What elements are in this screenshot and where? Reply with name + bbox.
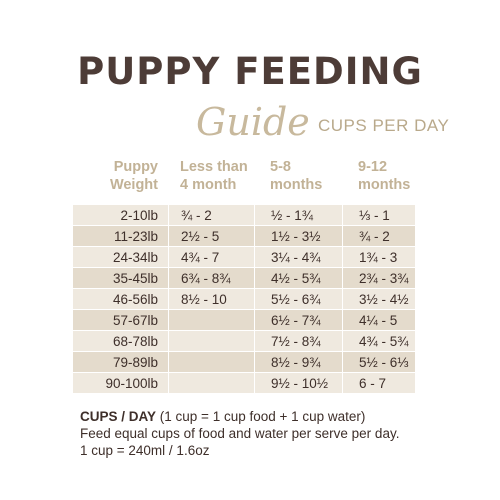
cell-9-12-months: 5½ - 6⅓ xyxy=(342,352,415,372)
cell-9-12-months: ¾ - 2 xyxy=(342,226,415,246)
cell-5-8-months: ½ - 1¾ xyxy=(254,205,342,225)
cell-5-8-months: 7½ - 8¾ xyxy=(254,331,342,351)
header-weight-line2: Weight xyxy=(109,177,158,193)
table-row: 79-89lb 8½ - 9¾ 5½ - 6⅓ xyxy=(73,352,415,373)
cell-5-8-months: 1½ - 3½ xyxy=(254,226,342,246)
cell-9-12-months: 4¼ - 5 xyxy=(342,310,415,330)
cell-9-12-months: 2¾ - 3¾ xyxy=(342,268,415,288)
cell-weight: 57-67lb xyxy=(112,313,158,328)
cup-definition: (1 cup = 1 cup food + 1 cup water) xyxy=(156,409,366,424)
cell-5-8-months: 6½ - 7¾ xyxy=(254,310,342,330)
header-weight: Puppy Weight xyxy=(73,158,168,198)
table-row: 57-67lb 6½ - 7¾ 4¼ - 5 xyxy=(73,310,415,331)
header-5-8-months: 5-8 months xyxy=(254,158,342,198)
cell-9-12-months: ⅓ - 1 xyxy=(342,205,415,225)
guide-script-text: Guide xyxy=(196,100,310,144)
cell-under-4-months xyxy=(168,352,254,372)
cell-under-4-months: 8½ - 10 xyxy=(168,289,254,309)
cell-under-4-months: 2½ - 5 xyxy=(168,226,254,246)
header-c1-line2: 4 month xyxy=(180,177,237,193)
table-row: 90-100lb 9½ - 10½ 6 - 7 xyxy=(73,373,415,394)
cell-under-4-months xyxy=(168,373,254,393)
cell-weight: 68-78lb xyxy=(112,334,158,349)
cell-weight: 46-56lb xyxy=(112,292,158,307)
header-9-12-months: 9-12 months xyxy=(342,158,415,198)
cell-weight: 90-100lb xyxy=(105,376,158,391)
table-row: 2-10lb ¾ - 2 ½ - 1¾ ⅓ - 1 xyxy=(73,205,415,226)
cell-weight: 2-10lb xyxy=(120,208,158,223)
cell-5-8-months: 5½ - 6¾ xyxy=(254,289,342,309)
cell-under-4-months xyxy=(168,310,254,330)
header-under-4-months: Less than 4 month xyxy=(168,158,254,198)
cell-weight: 79-89lb xyxy=(112,355,158,370)
feeding-table: Puppy Weight Less than 4 month 5-8 month… xyxy=(73,158,415,394)
cups-per-day-label: CUPS / DAY xyxy=(80,409,157,424)
cell-weight: 11-23lb xyxy=(113,229,158,244)
table-row: 11-23lb 2½ - 5 1½ - 3½ ¾ - 2 xyxy=(73,226,415,247)
cell-9-12-months: 3½ - 4½ xyxy=(342,289,415,309)
cell-5-8-months: 9½ - 10½ xyxy=(254,373,342,393)
header-c3-line1: 9-12 xyxy=(358,159,388,175)
table-row: 68-78lb 7½ - 8¾ 4¾ - 5¾ xyxy=(73,331,415,352)
header-c2-line1: 5-8 xyxy=(270,159,291,175)
header-weight-line1: Puppy xyxy=(113,159,158,175)
footer-line-1: CUPS / DAY (1 cup = 1 cup food + 1 cup w… xyxy=(80,408,480,425)
footer-notes: CUPS / DAY (1 cup = 1 cup food + 1 cup w… xyxy=(80,408,480,459)
cell-under-4-months: 4¾ - 7 xyxy=(168,247,254,267)
table-row: 24-34lb 4¾ - 7 3¼ - 4¾ 1¾ - 3 xyxy=(73,247,415,268)
cell-9-12-months: 6 - 7 xyxy=(342,373,415,393)
cell-weight: 35-45lb xyxy=(112,271,158,286)
footer-line-2: Feed equal cups of food and water per se… xyxy=(80,426,400,441)
header-c3-line2: months xyxy=(358,177,411,193)
table-header: Puppy Weight Less than 4 month 5-8 month… xyxy=(73,158,415,198)
cell-5-8-months: 8½ - 9¾ xyxy=(254,352,342,372)
header-c2-line2: months xyxy=(270,177,323,193)
cell-under-4-months xyxy=(168,331,254,351)
cell-under-4-months: ¾ - 2 xyxy=(168,205,254,225)
subtitle: Guide CUPS PER DAY xyxy=(0,100,500,144)
cell-9-12-months: 1¾ - 3 xyxy=(342,247,415,267)
table-body: 2-10lb ¾ - 2 ½ - 1¾ ⅓ - 1 11-23lb 2½ - 5… xyxy=(73,205,415,394)
cell-9-12-months: 4¾ - 5¾ xyxy=(342,331,415,351)
units-label: CUPS PER DAY xyxy=(318,116,450,135)
table-row: 35-45lb 6¾ - 8¾ 4½ - 5¾ 2¾ - 3¾ xyxy=(73,268,415,289)
cell-5-8-months: 4½ - 5¾ xyxy=(254,268,342,288)
footer-line-3: 1 cup = 240ml / 1.6oz xyxy=(80,443,210,458)
table-row: 46-56lb 8½ - 10 5½ - 6¾ 3½ - 4½ xyxy=(73,289,415,310)
cell-under-4-months: 6¾ - 8¾ xyxy=(168,268,254,288)
cell-weight: 24-34lb xyxy=(112,250,158,265)
page-title: PUPPY FEEDING xyxy=(77,50,423,93)
header-c1-line1: Less than xyxy=(180,159,248,175)
cell-5-8-months: 3¼ - 4¾ xyxy=(254,247,342,267)
